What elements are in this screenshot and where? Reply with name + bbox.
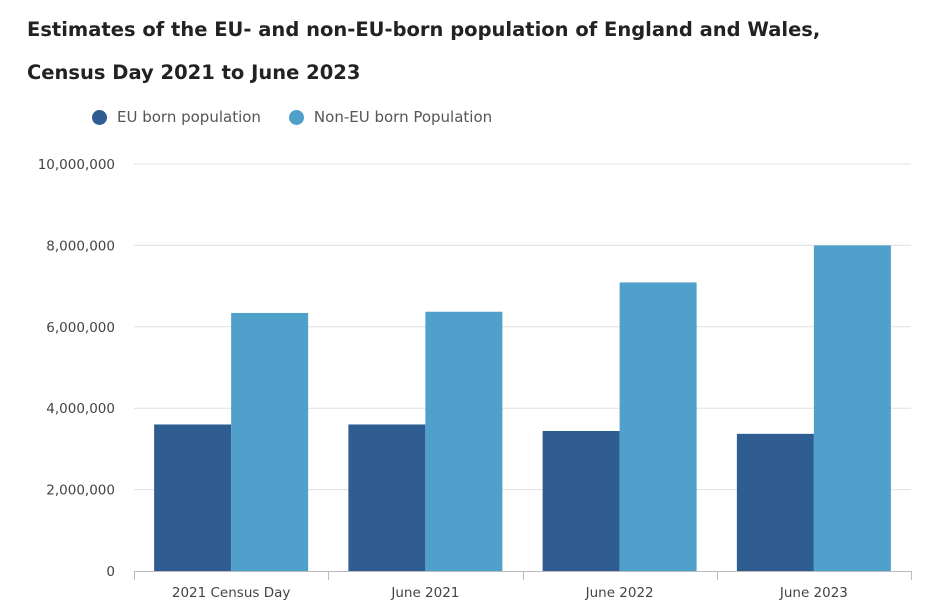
x-tick-label-2: June 2022 bbox=[585, 585, 654, 601]
x-tick-label-1: June 2021 bbox=[390, 585, 459, 601]
bar-non-eu-3 bbox=[813, 245, 891, 571]
bars bbox=[154, 245, 891, 571]
legend-label-non-eu: Non-EU born Population bbox=[313, 108, 493, 126]
y-tick-label-3: 6,000,000 bbox=[46, 320, 115, 336]
y-tick-label-5: 10,000,000 bbox=[38, 157, 115, 173]
legend-item-non-eu[interactable]: Non-EU born Population bbox=[288, 108, 493, 126]
legend-swatch-non-eu bbox=[288, 109, 304, 125]
y-axis-labels: 0 2,000,000 4,000,000 6,000,000 8,000,000 10,… bbox=[38, 157, 115, 580]
chart-title-line-1: Estimates of the EU- and non-EU-born pop… bbox=[27, 18, 821, 41]
bar-non-eu-0 bbox=[231, 312, 309, 571]
x-tick-label-3: June 2023 bbox=[779, 585, 848, 601]
chart-title: Estimates of the EU- and non-EU-born pop… bbox=[27, 8, 907, 94]
x-tick-label-0: 2021 Census Day bbox=[172, 585, 291, 601]
chart-title-line-2: Census Day 2021 to June 2023 bbox=[27, 61, 361, 84]
bar-eu-2 bbox=[542, 430, 620, 571]
legend-item-eu[interactable]: EU born population bbox=[92, 108, 261, 126]
x-axis-labels: 2021 Census Day June 2021 June 2022 June 20… bbox=[172, 585, 848, 601]
bar-non-eu-2 bbox=[619, 282, 697, 571]
chart-legend: EU born population Non-EU born Populatio… bbox=[92, 108, 520, 126]
y-tick-label-0: 0 bbox=[106, 564, 115, 580]
y-tick-label-4: 8,000,000 bbox=[46, 238, 115, 254]
bar-non-eu-1 bbox=[425, 311, 503, 571]
bar-eu-1 bbox=[348, 424, 426, 571]
bar-eu-0 bbox=[154, 424, 232, 571]
y-tick-label-2: 4,000,000 bbox=[46, 401, 115, 417]
bar-eu-3 bbox=[736, 433, 814, 571]
legend-swatch-eu bbox=[92, 109, 107, 125]
legend-label-eu: EU born population bbox=[117, 108, 261, 126]
x-axis bbox=[134, 571, 912, 580]
y-tick-label-1: 2,000,000 bbox=[46, 483, 115, 499]
